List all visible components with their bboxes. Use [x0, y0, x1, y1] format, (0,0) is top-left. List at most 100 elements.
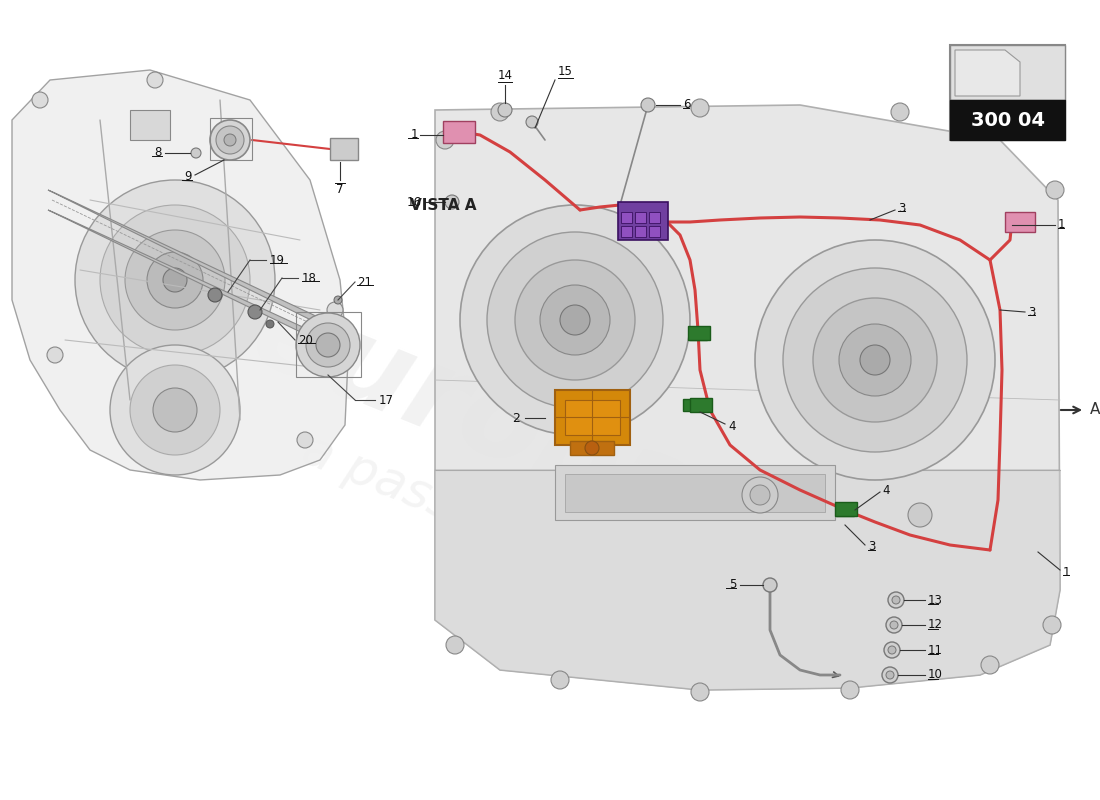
Bar: [296, 312, 361, 377]
Circle shape: [147, 252, 204, 308]
Circle shape: [130, 365, 220, 455]
Bar: [443, 121, 475, 143]
Circle shape: [1043, 616, 1062, 634]
Text: europarts: europarts: [236, 274, 884, 626]
Circle shape: [216, 126, 244, 154]
Text: 17: 17: [379, 394, 394, 406]
Text: 16: 16: [407, 195, 422, 209]
Circle shape: [691, 683, 710, 701]
Bar: [130, 110, 170, 140]
Circle shape: [888, 592, 904, 608]
Circle shape: [981, 656, 999, 674]
Circle shape: [75, 180, 275, 380]
Circle shape: [884, 642, 900, 658]
Bar: [565, 400, 620, 435]
Bar: [950, 100, 1065, 140]
Bar: [950, 45, 1065, 100]
Circle shape: [890, 621, 898, 629]
Circle shape: [334, 296, 342, 304]
Circle shape: [460, 205, 690, 435]
Bar: [689, 328, 707, 340]
Bar: [556, 390, 630, 445]
Circle shape: [755, 240, 996, 480]
Circle shape: [47, 347, 63, 363]
Circle shape: [491, 103, 509, 121]
Circle shape: [641, 98, 654, 112]
Bar: [565, 474, 825, 512]
Circle shape: [860, 345, 890, 375]
Bar: [688, 326, 710, 340]
Bar: [635, 226, 646, 237]
Circle shape: [882, 667, 898, 683]
Circle shape: [147, 72, 163, 88]
Circle shape: [306, 323, 350, 367]
Bar: [683, 399, 701, 411]
Circle shape: [892, 596, 900, 604]
Polygon shape: [434, 470, 1060, 690]
Bar: [1005, 212, 1035, 232]
Text: 300 04: 300 04: [971, 110, 1045, 130]
Text: 9: 9: [185, 170, 192, 183]
Circle shape: [886, 617, 902, 633]
Circle shape: [515, 260, 635, 380]
Bar: [835, 502, 857, 516]
Circle shape: [208, 288, 222, 302]
Circle shape: [487, 232, 663, 408]
Circle shape: [742, 477, 778, 513]
Circle shape: [839, 324, 911, 396]
Circle shape: [266, 320, 274, 328]
Circle shape: [813, 298, 937, 422]
Text: 1: 1: [1063, 566, 1070, 578]
Circle shape: [297, 432, 313, 448]
Circle shape: [125, 230, 226, 330]
Bar: [556, 465, 835, 520]
Text: 12: 12: [928, 618, 943, 631]
Text: 19: 19: [270, 254, 285, 266]
Circle shape: [210, 120, 250, 160]
Text: 18: 18: [302, 271, 317, 285]
Circle shape: [551, 671, 569, 689]
Circle shape: [296, 313, 360, 377]
Bar: [690, 398, 712, 412]
Circle shape: [842, 681, 859, 699]
Circle shape: [750, 485, 770, 505]
Polygon shape: [12, 70, 348, 480]
Circle shape: [540, 285, 611, 355]
Bar: [621, 226, 632, 237]
Bar: [635, 212, 646, 223]
Polygon shape: [955, 50, 1020, 96]
Circle shape: [1046, 181, 1064, 199]
Bar: [836, 504, 854, 516]
Text: 7: 7: [337, 183, 343, 196]
Circle shape: [153, 388, 197, 432]
Circle shape: [316, 333, 340, 357]
Text: 15: 15: [558, 65, 573, 78]
Text: 1: 1: [1058, 218, 1066, 231]
Circle shape: [498, 103, 512, 117]
Circle shape: [891, 103, 909, 121]
Text: 13: 13: [928, 594, 943, 606]
Circle shape: [32, 92, 48, 108]
Text: a passion for parts: a passion for parts: [295, 426, 745, 645]
Text: 6: 6: [683, 98, 691, 111]
Polygon shape: [48, 210, 320, 338]
Bar: [649, 212, 660, 223]
Text: 21: 21: [358, 275, 372, 289]
Bar: [570, 441, 614, 455]
Text: 3: 3: [898, 202, 905, 214]
Circle shape: [886, 671, 894, 679]
Circle shape: [783, 268, 967, 452]
Text: 3: 3: [1028, 306, 1035, 318]
Circle shape: [191, 148, 201, 158]
Text: 4: 4: [728, 419, 736, 433]
Circle shape: [436, 131, 454, 149]
Bar: [618, 202, 668, 240]
Circle shape: [908, 503, 932, 527]
Polygon shape: [434, 105, 1060, 690]
Circle shape: [327, 302, 343, 318]
Circle shape: [763, 578, 777, 592]
Circle shape: [248, 305, 262, 319]
Text: 4: 4: [882, 483, 890, 497]
Circle shape: [100, 205, 250, 355]
Text: A: A: [1090, 402, 1100, 418]
